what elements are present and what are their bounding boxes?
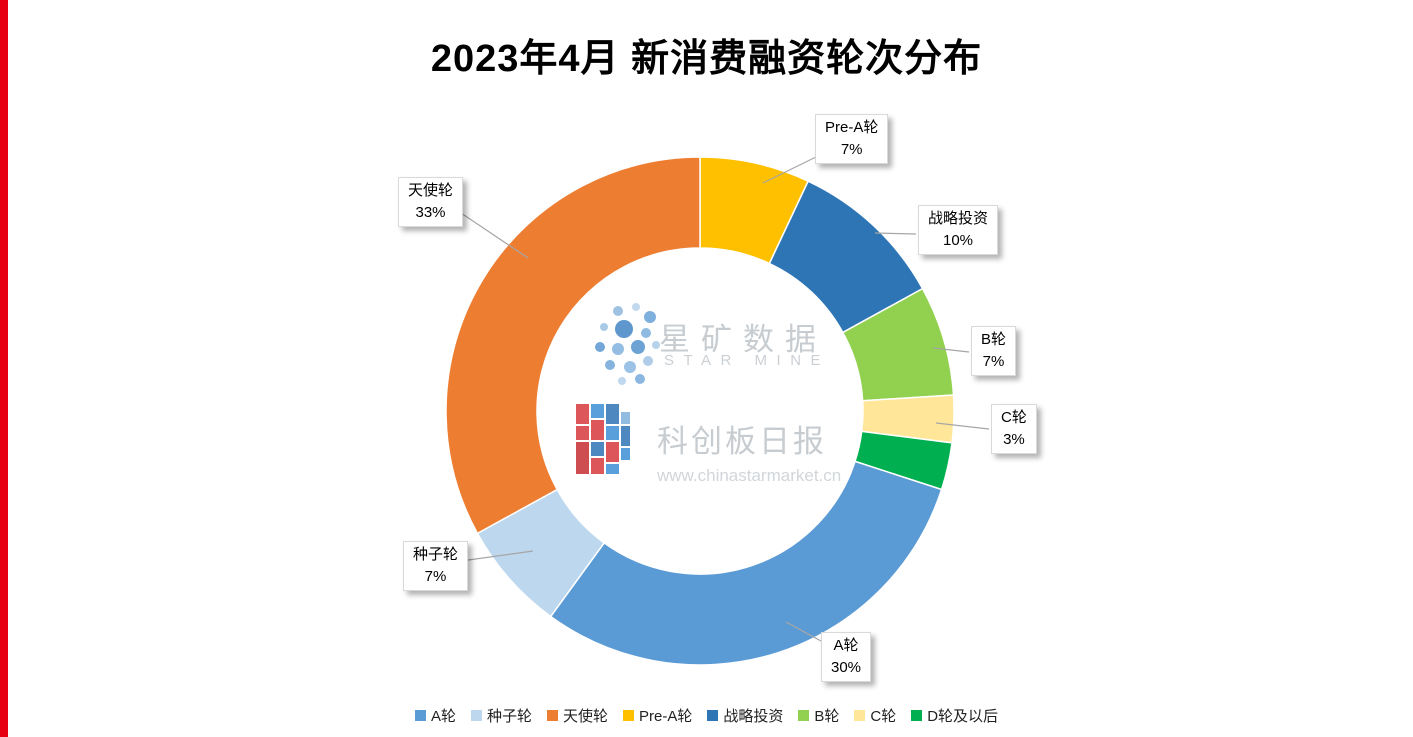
legend-swatch (622, 710, 634, 721)
leader-line-strategic (874, 232, 917, 235)
callout-strategic-percent: 10% (942, 232, 974, 249)
callout-seed-label: 种子轮 (413, 546, 459, 563)
leader-line-pre-a (762, 155, 819, 184)
callout-c-label: C轮 (1001, 409, 1027, 426)
callout-strategic-label: 战略投资 (928, 210, 989, 227)
callout-pre-a: Pre-A轮 7% (815, 114, 889, 164)
callout-pre-a-percent: 7% (840, 141, 863, 158)
slice-A轮 (549, 460, 943, 666)
legend-swatch (911, 710, 923, 721)
legend-item-天使轮: 天使轮 (546, 705, 608, 726)
callout-angel-percent: 33% (415, 204, 446, 221)
kechuang-mosaic-logo (576, 404, 630, 474)
legend-label: D轮及以后 (927, 708, 999, 725)
legend-label: B轮 (814, 708, 840, 725)
callout-seed-percent: 7% (424, 568, 447, 585)
legend-label: 战略投资 (723, 708, 784, 725)
legend-swatch (707, 710, 719, 721)
legend-item-A轮: A轮 (414, 705, 456, 726)
legend-label: Pre-A轮 (638, 708, 693, 725)
legend-swatch (798, 710, 810, 721)
legend-item-Pre-A轮: Pre-A轮 (622, 705, 693, 726)
legend-label: A轮 (430, 708, 456, 725)
legend-item-D轮及以后: D轮及以后 (911, 705, 998, 726)
legend: A轮 种子轮 天使轮 Pre-A轮 战略投资 B轮 C轮 D轮及以后 (0, 705, 1413, 726)
legend-item-C轮: C轮 (854, 705, 896, 726)
legend-item-种子轮: 种子轮 (470, 705, 532, 726)
legend-item-战略投资: 战略投资 (707, 705, 783, 726)
watermark-starmine-en: STAR MINE (664, 352, 831, 369)
legend-swatch (854, 710, 866, 721)
watermark-kechuang-cn: 科创板日报 (657, 424, 827, 459)
legend-label: C轮 (870, 708, 897, 725)
callout-c: C轮 3% (991, 404, 1037, 454)
chart-title: 2023年4月 新消费融资轮次分布 (430, 38, 983, 80)
callout-b-percent: 7% (982, 353, 1005, 370)
callout-seed: 种子轮 7% (403, 541, 469, 591)
callout-a-label: A轮 (833, 637, 859, 654)
leader-line-c (935, 422, 990, 430)
callout-a-percent: 30% (831, 659, 862, 676)
leader-line-a (785, 621, 822, 642)
legend-label: 天使轮 (562, 708, 608, 725)
legend-swatch (470, 710, 482, 721)
legend-item-B轮: B轮 (798, 705, 839, 726)
leader-lines (460, 155, 990, 642)
legend-swatch (546, 710, 558, 721)
leader-line-b (932, 347, 970, 353)
watermark-starmine-cn: 星矿数据 (659, 322, 827, 357)
watermark-kechuang-url: www.chinastarmarket.cn (657, 466, 842, 485)
legend-swatch (414, 710, 426, 721)
callout-b-label: B轮 (981, 331, 1007, 348)
starmine-dots-logo (595, 303, 660, 385)
callout-b: B轮 7% (971, 326, 1017, 376)
slice-天使轮 (445, 156, 701, 535)
callout-pre-a-label: Pre-A轮 (825, 119, 879, 136)
callout-angel-label: 天使轮 (408, 182, 454, 199)
donut-slices (445, 156, 955, 666)
legend-label: 种子轮 (486, 708, 532, 725)
callout-a: A轮 30% (821, 632, 872, 682)
left-accent-bar (0, 0, 8, 737)
leader-line-angel (460, 212, 529, 259)
callout-c-percent: 3% (1003, 431, 1025, 448)
leader-line-seed (460, 550, 534, 562)
callout-angel: 天使轮 33% (398, 177, 464, 227)
callout-strategic: 战略投资 10% (918, 205, 999, 255)
